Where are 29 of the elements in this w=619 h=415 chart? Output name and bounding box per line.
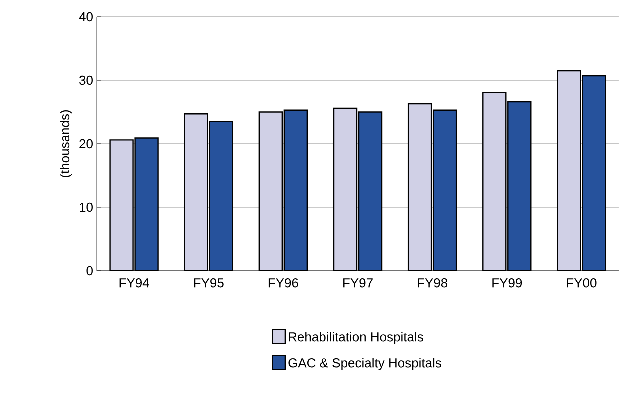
bar xyxy=(184,114,208,271)
bar xyxy=(333,108,358,271)
bar xyxy=(508,101,532,271)
x-tick-label: FY97 xyxy=(344,278,373,288)
legend-label: GAC & Specialty Hospitals xyxy=(288,358,442,370)
y-tick-label: 30 xyxy=(80,76,93,86)
bar xyxy=(482,92,507,271)
x-tick-label: FY95 xyxy=(194,278,224,288)
bar xyxy=(557,70,582,271)
x-tick-label: FY96 xyxy=(268,278,298,288)
x-tick-label: FY00 xyxy=(567,278,597,288)
bar xyxy=(110,140,134,271)
bar xyxy=(258,112,284,271)
bar xyxy=(134,138,159,271)
bar xyxy=(408,103,432,271)
bar xyxy=(358,112,383,271)
x-tick-label: FY98 xyxy=(418,278,448,288)
x-tick-label: FY99 xyxy=(492,278,522,288)
y-tick-label: 40 xyxy=(79,12,93,22)
x-tick-label: FY94 xyxy=(120,278,150,288)
legend-label: Rehabilitation Hospitals xyxy=(289,332,424,344)
y-axis-title: (thousands) xyxy=(60,110,72,178)
bar xyxy=(582,75,606,271)
y-tick-label: 10 xyxy=(80,202,93,212)
bar xyxy=(209,121,234,271)
y-tick-label: 0 xyxy=(86,266,93,276)
bar xyxy=(432,110,458,271)
y-tick-label: 20 xyxy=(80,139,93,149)
bar xyxy=(284,110,308,271)
